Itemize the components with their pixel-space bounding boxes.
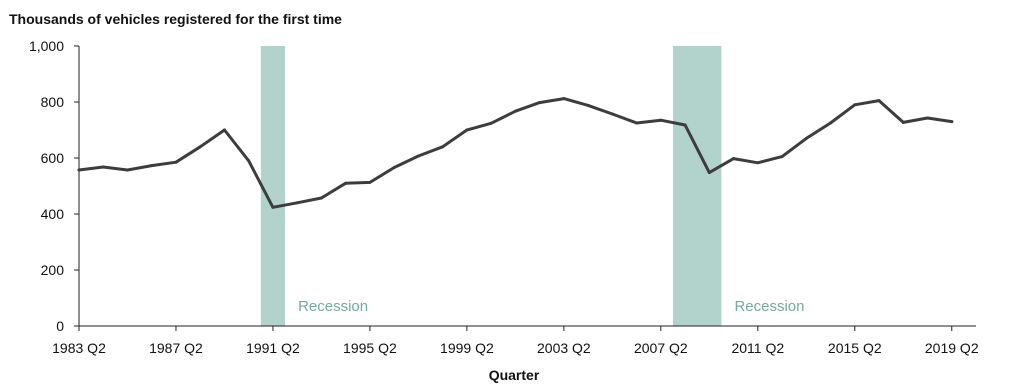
recession-label-1: Recession <box>298 298 368 315</box>
data-point <box>804 136 808 140</box>
x-tick-label: 2003 Q2 <box>537 340 591 356</box>
data-point <box>901 120 905 124</box>
x-tick-label: 2011 Q2 <box>731 340 784 356</box>
data-point <box>756 161 760 165</box>
recession-band-2 <box>672 46 722 326</box>
data-point <box>198 145 202 149</box>
data-point <box>392 166 396 170</box>
x-tick-label: 1999 Q2 <box>440 340 494 356</box>
data-point <box>659 118 663 122</box>
data-point <box>489 121 493 125</box>
x-tick-label: 2019 Q2 <box>925 340 979 356</box>
y-tick-label: 0 <box>56 318 64 334</box>
x-axis-title: Quarter <box>489 367 540 383</box>
data-point <box>174 160 178 164</box>
x-tick-label: 2007 Q2 <box>634 340 688 356</box>
data-point <box>586 103 590 107</box>
x-tick-label: 1983 Q2 <box>52 340 106 356</box>
y-tick-label: 800 <box>41 94 65 110</box>
y-tick-label: 600 <box>41 150 65 166</box>
recession-label-2: Recession <box>734 298 804 315</box>
y-axis-ticks: 0 200 400 600 800 1,000 <box>29 38 79 334</box>
x-tick-label: 1987 Q2 <box>149 340 203 356</box>
data-point <box>125 168 129 172</box>
chart-title: Thousands of vehicles registered for the… <box>9 11 342 27</box>
x-tick-label: 1991 Q2 <box>246 340 300 356</box>
data-point <box>829 121 833 125</box>
data-point <box>150 164 154 168</box>
x-tick-label: 2015 Q2 <box>828 340 882 356</box>
data-point <box>780 155 784 159</box>
series-points <box>77 97 954 209</box>
recession-shading: Recession Recession <box>260 46 804 326</box>
data-point <box>465 128 469 132</box>
data-point <box>610 112 614 116</box>
data-point <box>77 168 81 172</box>
data-point <box>707 171 711 175</box>
data-point <box>562 97 566 101</box>
y-tick-label: 200 <box>41 262 65 278</box>
data-point <box>222 128 226 132</box>
x-axis-ticks: 1983 Q2 1987 Q2 1991 Q2 1995 Q2 1999 Q2 2003 … <box>52 326 979 356</box>
data-point <box>926 116 930 120</box>
data-point <box>101 165 105 169</box>
data-point <box>295 201 299 205</box>
recession-band-1 <box>260 46 286 326</box>
data-point <box>513 109 517 113</box>
x-tick-label: 1995 Q2 <box>343 340 397 356</box>
data-point <box>247 159 251 163</box>
data-point <box>368 180 372 184</box>
data-point <box>416 154 420 158</box>
data-point <box>732 157 736 161</box>
y-tick-label: 1,000 <box>29 38 64 54</box>
data-point <box>344 181 348 185</box>
data-point <box>683 123 687 127</box>
data-point <box>635 121 639 125</box>
data-point <box>877 99 881 103</box>
y-tick-label: 400 <box>41 206 65 222</box>
data-point <box>538 101 542 105</box>
data-point <box>271 205 275 209</box>
data-point <box>853 103 857 107</box>
series-line <box>77 97 954 209</box>
data-point <box>319 196 323 200</box>
data-point <box>441 145 445 149</box>
data-point <box>950 120 954 124</box>
